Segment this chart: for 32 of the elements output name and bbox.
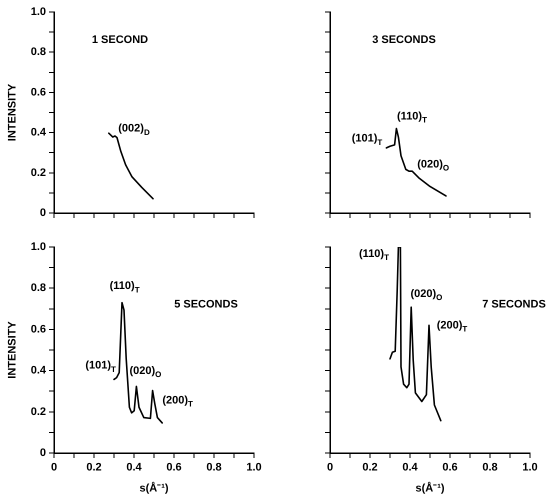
y-tick-label: 1.0 bbox=[30, 241, 46, 254]
y-tick-label: 0.6 bbox=[30, 323, 46, 336]
y-axis-title: INTENSITY bbox=[6, 83, 19, 142]
y-tick-label: 0 bbox=[40, 207, 46, 220]
y-tick-label: 0 bbox=[40, 447, 46, 460]
x-tick-label: 0.8 bbox=[206, 462, 222, 474]
y-tick-label: 1.0 bbox=[30, 6, 46, 18]
text: 7 SECONDS bbox=[482, 298, 546, 311]
x-tick-label: 0.2 bbox=[86, 462, 102, 474]
x-tick-label: 0.8 bbox=[482, 462, 498, 474]
x-tick-label: 0 bbox=[50, 462, 58, 474]
x-tick-label: 0 bbox=[326, 462, 334, 474]
y-axis-title: INTENSITY bbox=[6, 320, 19, 379]
text: 5 SECONDS bbox=[174, 298, 238, 311]
text: 1 SECOND bbox=[92, 34, 148, 46]
x-tick-label: 0.4 bbox=[402, 462, 419, 474]
y-tick-label: 0.2 bbox=[30, 406, 46, 418]
x-axis-title: s(Å⁻¹) bbox=[139, 481, 169, 494]
y-tick-label: 0.6 bbox=[30, 86, 46, 98]
y-tick-label: 0.8 bbox=[30, 46, 46, 58]
x-tick-label: 0.6 bbox=[442, 462, 458, 474]
y-tick-label: 0.4 bbox=[30, 126, 47, 139]
y-tick-label: 0.4 bbox=[30, 364, 47, 377]
x-axis-title: s(Å⁻¹) bbox=[415, 481, 445, 494]
x-tick-label: 0.6 bbox=[166, 462, 182, 474]
x-tick-label: 1.0 bbox=[246, 462, 262, 474]
x-tick-label: 1.0 bbox=[522, 462, 538, 474]
y-tick-label: 0.2 bbox=[30, 166, 46, 179]
x-tick-label: 0.2 bbox=[362, 462, 378, 474]
text: 3 SECONDS bbox=[372, 34, 436, 46]
y-tick-label: 0.8 bbox=[30, 282, 46, 294]
x-tick-label: 0.4 bbox=[126, 462, 143, 474]
